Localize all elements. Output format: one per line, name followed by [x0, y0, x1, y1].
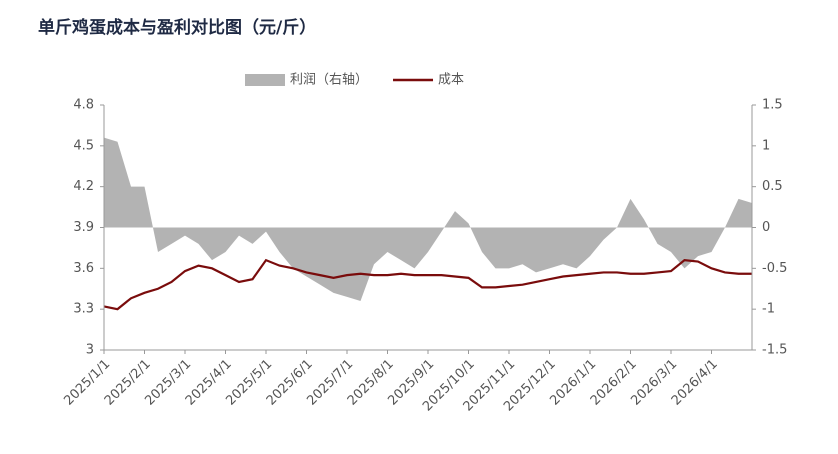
- y-tick-label: 3.3: [73, 302, 94, 317]
- legend-label: 成本: [438, 73, 464, 88]
- y2-tick-label: -1.5: [762, 343, 787, 358]
- cost-line: [103, 258, 752, 311]
- y-tick-label: 3.9: [73, 220, 94, 235]
- y2-tick-label: 0: [762, 220, 770, 235]
- legend-swatch: [245, 74, 285, 86]
- y2-tick-label: 1.5: [762, 98, 783, 113]
- y2-tick-label: 1: [762, 138, 770, 153]
- chart-title: 单斤鸡蛋成本与盈利对比图（元/斤）: [38, 17, 316, 38]
- profit-area: [104, 137, 752, 301]
- y-tick-label: 4.2: [73, 179, 94, 194]
- y2-tick-label: 0.5: [762, 179, 783, 194]
- y2-tick-label: -0.5: [762, 261, 787, 276]
- y-tick-label: 4.8: [73, 98, 94, 113]
- legend-label: 利润（右轴）: [290, 73, 368, 88]
- y-tick-label: 3.6: [73, 261, 94, 276]
- y-tick-label: 4.5: [73, 138, 94, 153]
- y2-tick-label: -1: [762, 302, 775, 317]
- y-tick-label: 3: [86, 343, 94, 358]
